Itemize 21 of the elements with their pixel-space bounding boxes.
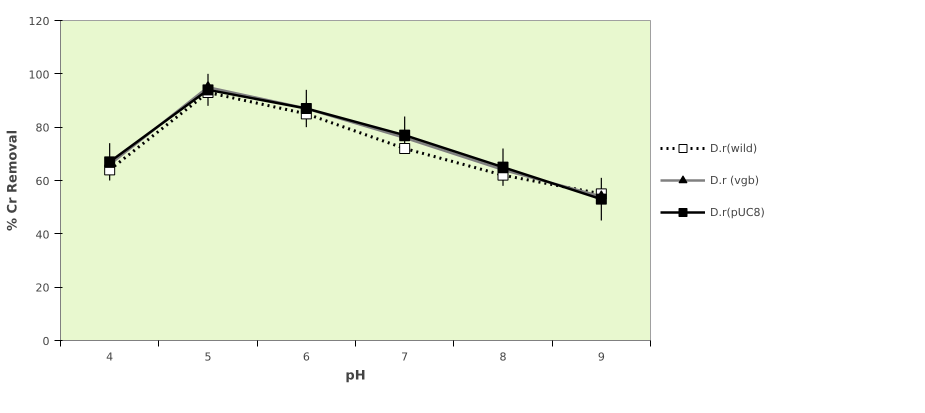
legend-label: D.r(pUC8) [710, 206, 765, 218]
x-tick-label: 7 [401, 350, 408, 364]
legend-label: D.r (vgb) [710, 174, 760, 186]
x-tick-label: 8 [500, 350, 506, 364]
y-tick-label: 0 [42, 335, 50, 348]
point [399, 143, 410, 154]
y-axis-title: % Cr Removal [6, 130, 21, 232]
point [202, 84, 214, 96]
y-tick-label: 100 [28, 68, 50, 82]
x-axis-title: pH [345, 368, 366, 384]
y-tick-label: 40 [36, 228, 50, 242]
y-tick-label: 120 [28, 15, 50, 28]
y-tick-label: 60 [36, 175, 50, 188]
legend-label: D.r(wild) [710, 142, 758, 154]
y-tick-label: 80 [36, 122, 50, 135]
y-tick-label: 20 [36, 282, 50, 295]
x-tick-label: 4 [106, 350, 114, 364]
point [596, 194, 607, 205]
x-tick-label: 9 [598, 350, 605, 364]
x-tick-label: 6 [302, 350, 310, 364]
x-tick-label: 5 [204, 350, 212, 364]
